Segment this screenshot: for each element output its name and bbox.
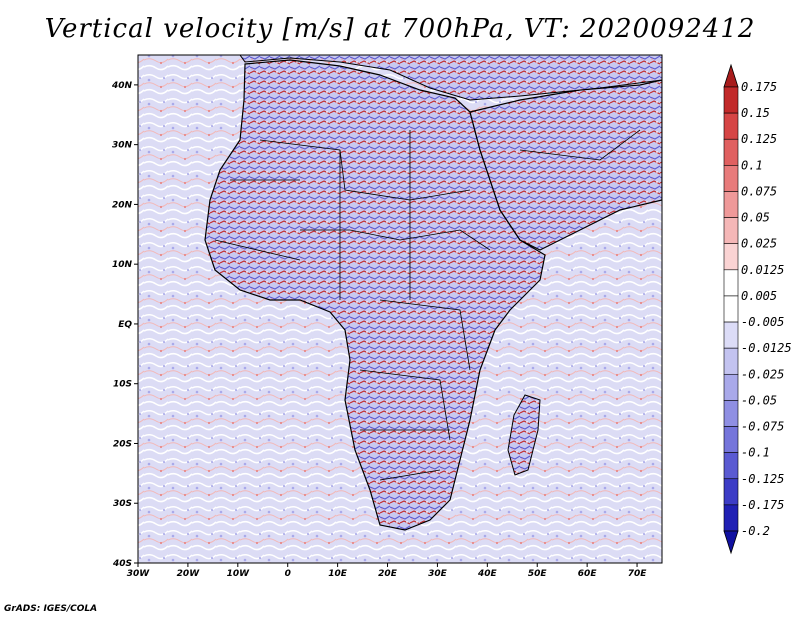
- colorbar-swatch: [723, 217, 739, 245]
- y-axis: 40N 30N 20N 10N EQ 10S 20S 30S 40S: [111, 81, 138, 569]
- plot-frame: [137, 54, 663, 564]
- colorbar-label: 0.075: [741, 184, 777, 198]
- x-tick-label: 10W: [227, 569, 251, 579]
- europe-landmass: [239, 55, 662, 101]
- y-tick-label: 10S: [113, 380, 132, 390]
- x-tick-label: 30W: [127, 569, 151, 579]
- colorbar-swatch: [723, 269, 739, 297]
- x-tick-label: 40E: [477, 569, 498, 579]
- y-tick-label: 30N: [112, 141, 133, 151]
- colorbar-label: 0.175: [741, 80, 777, 94]
- colorbar-label: 0.1: [741, 158, 763, 172]
- y-tick-label: 10N: [112, 260, 133, 270]
- colorbar-label: -0.025: [741, 367, 784, 381]
- colorbar-label: -0.1: [741, 446, 770, 460]
- colorbar-label: 0.125: [741, 132, 777, 146]
- colorbar-label: -0.005: [741, 315, 784, 329]
- colorbar-swatch: [723, 63, 739, 88]
- colorbar-swatch: [723, 530, 739, 555]
- colorbar-label: 0.025: [741, 237, 777, 251]
- y-tick-label: EQ: [118, 320, 132, 330]
- colorbar-swatch: [723, 373, 739, 401]
- y-tick-label: 20N: [112, 200, 133, 210]
- colorbar-swatch: [723, 165, 739, 192]
- colorbar-swatch: [723, 295, 739, 323]
- madagascar: [507, 394, 541, 476]
- colorbar-label: -0.125: [741, 472, 784, 486]
- x-tick-label: 50E: [528, 569, 548, 579]
- x-tick-label: 30E: [428, 569, 448, 579]
- x-tick-label: 70E: [628, 569, 648, 579]
- colorbar-swatch: [723, 452, 739, 480]
- colorbar-label: -0.075: [741, 420, 784, 434]
- y-tick-label: 30S: [113, 499, 132, 509]
- colorbar-label: 0.0125: [741, 263, 784, 277]
- colorbar-swatch: [723, 347, 739, 375]
- x-tick-label: 10E: [328, 569, 348, 579]
- grads-credit: GrADS: IGES/COLA: [4, 604, 98, 614]
- plot-area: [137, 54, 663, 564]
- colorbar-label: -0.0125: [741, 341, 792, 355]
- colorbar-swatch: [723, 243, 739, 271]
- colorbar-swatch: [723, 86, 739, 114]
- x-tick-label: 0: [285, 569, 291, 579]
- colorbar-label: 0.005: [741, 289, 777, 303]
- colorbar-label: -0.2: [741, 524, 770, 538]
- colorbar-swatch: [723, 400, 739, 427]
- colorbar-swatch: [723, 112, 739, 140]
- x-tick-label: 20E: [378, 569, 398, 579]
- y-tick-label: 20S: [113, 439, 132, 449]
- colorbar-label: -0.05: [741, 393, 777, 407]
- x-axis: 30W 20W 10W 0 10E 20E 30E 40E 50E 60E 70E: [127, 563, 647, 579]
- colorbar-swatch: [723, 504, 739, 532]
- colorbar-swatch: [723, 191, 739, 218]
- colorbar-label: 0.05: [741, 211, 770, 225]
- x-tick-label: 20W: [177, 569, 201, 579]
- country-borders: [214, 129, 641, 481]
- x-tick-label: 60E: [578, 569, 598, 579]
- colorbar-swatch: [723, 138, 739, 166]
- colorbar: 0.175 0.15 0.125 0.1 0.075 0.05 0.025 0.0125 0.0…: [723, 63, 792, 555]
- colorbar-label: 0.15: [741, 106, 770, 120]
- colorbar-swatch: [723, 321, 739, 349]
- y-tick-label: 40N: [111, 81, 133, 91]
- colorbar-label: -0.175: [741, 498, 784, 512]
- colorbar-swatch: [723, 478, 739, 506]
- page-title: Vertical velocity [m/s] at 700hPa, VT: 2…: [44, 14, 756, 44]
- y-tick-label: 40S: [112, 559, 132, 569]
- colorbar-swatch: [723, 426, 739, 453]
